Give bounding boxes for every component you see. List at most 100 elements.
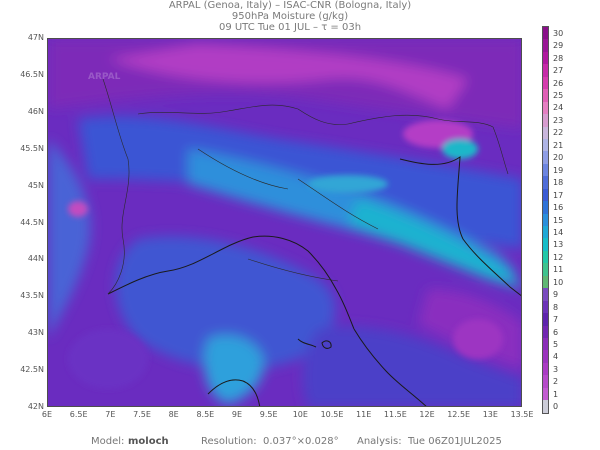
patch-cyan-north [308, 175, 388, 193]
patch-cyan-venice [442, 139, 478, 159]
model-value: moloch [128, 436, 169, 447]
lat-tick-label: 43.5N [20, 291, 44, 301]
field-magenta-top [108, 44, 468, 109]
colorbar-segment [543, 325, 548, 338]
colorbar-label: 19 [553, 165, 564, 175]
colorbar-label: 13 [553, 240, 564, 250]
colorbar-segment [543, 64, 548, 77]
colorbar-label: 0 [553, 402, 559, 412]
watermark-label: ARPAL [88, 72, 121, 82]
lon-tick-label: 8E [168, 410, 179, 419]
colorbar-segment [543, 213, 548, 226]
colorbar-label: 2 [553, 377, 559, 387]
lon-tick-label: 10.5E [320, 410, 344, 419]
colorbar-segment [543, 138, 548, 152]
colorbar-label: 17 [553, 190, 564, 200]
lon-tick-label: 12.5E [447, 410, 471, 419]
patch-magenta-2 [453, 319, 503, 359]
moisture-map[interactable]: ARPAL [47, 38, 522, 407]
resolution-value: 0.037°×0.028° [263, 436, 339, 447]
colorbar-label: 11 [553, 265, 564, 275]
lon-tick-label: 7E [105, 410, 116, 419]
coastline-corsica [297, 338, 317, 348]
colorbar-segment [543, 263, 548, 276]
colorbar-label: 14 [553, 227, 564, 237]
moisture-highlights [68, 120, 503, 389]
lat-tick-label: 46.5N [20, 69, 44, 79]
lat-tick-label: 44N [27, 254, 44, 264]
colorbar-label: 5 [553, 340, 559, 350]
colorbar-segment [543, 39, 548, 52]
borders [102, 78, 509, 295]
field-blue-tyrrhenian [302, 326, 521, 406]
colorbar-label: 18 [553, 178, 564, 188]
lat-tick-label: 42N [27, 402, 44, 411]
colorbar-label: 20 [553, 153, 564, 163]
colorbar-segment [543, 350, 548, 363]
title-line-3: 09 UTC Tue 01 JUL – τ = 03h [218, 22, 362, 33]
lon-tick-label: 13E [482, 410, 498, 419]
lon-tick-label: 9.5E [259, 410, 278, 419]
colorbar-label: 26 [553, 78, 564, 88]
colorbar-segment [543, 400, 548, 413]
lat-tick-label: 45N [27, 180, 44, 190]
colorbar-segment [543, 163, 548, 177]
resolution-label: Resolution: [201, 436, 257, 447]
colorbar-label: 15 [553, 215, 564, 225]
colorbar-label: 21 [553, 140, 564, 150]
analysis-label: Analysis: [357, 436, 402, 447]
lat-tick-label: 47N [27, 33, 44, 42]
colorbar-label: 28 [553, 53, 564, 63]
title-line-1: ARPAL (Genoa, Italy) – ISAC-CNR (Bologna… [168, 0, 412, 11]
coastline-tuscan-south [353, 328, 427, 406]
colorbar-label: 22 [553, 128, 564, 138]
field-cyan-sardinia [204, 335, 264, 404]
border-regions [197, 148, 379, 282]
colorbar-segment [543, 337, 548, 351]
colorbar-label: 8 [553, 302, 559, 312]
field-blue-ligurian [115, 236, 336, 370]
field-cyan-adriatic [348, 199, 521, 289]
lat-tick-label: 45.5N [20, 143, 44, 153]
lat-tick-label: 46N [27, 106, 44, 116]
colorbar-label: 12 [553, 252, 564, 262]
colorbar-label: 6 [553, 327, 559, 337]
coastline-sardinia [207, 379, 261, 406]
colorbar-segment [543, 375, 548, 388]
colorbar-label: 3 [553, 364, 559, 374]
model-label: Model: [91, 436, 125, 447]
colorbar-label: 27 [553, 66, 564, 76]
border-france-italy [102, 78, 130, 295]
moisture-field-svg: ARPAL [48, 39, 521, 406]
border-swiss-italy [137, 104, 349, 125]
colorbar-label: 7 [553, 315, 559, 325]
colorbar-label: 30 [553, 28, 564, 38]
title-line-2: 950hPa Moisture (g/kg) [231, 11, 349, 22]
colorbar-segment [543, 126, 548, 139]
colorbar-segment [543, 76, 548, 90]
colorbar-segment [543, 114, 548, 127]
lon-tick-label: 12E [419, 410, 435, 419]
lat-tick-label: 42.5N [20, 365, 44, 375]
colorbar-segment [543, 387, 548, 401]
colorbar-segment [543, 362, 548, 376]
colorbar-segment [543, 288, 548, 301]
lat-tick-label: 44.5N [20, 217, 44, 227]
field-blue-west [48, 139, 91, 339]
colorbar-segment [543, 188, 548, 202]
moisture-shading [48, 39, 521, 406]
colorbar-label: 9 [553, 290, 559, 300]
colorbar-segment [543, 226, 548, 239]
analysis-value: Tue 06Z01JUL2025 [408, 436, 502, 447]
lon-tick-label: 11E [356, 410, 372, 419]
colorbar-label: 25 [553, 90, 564, 100]
colorbar-label: 10 [553, 277, 564, 287]
colorbar-label: 4 [553, 352, 559, 362]
coastline-ligurian [107, 235, 355, 330]
colorbar-segment [543, 250, 548, 264]
colorbar-segment [543, 151, 548, 164]
colorbar-label: 1 [553, 389, 559, 399]
colorbar-segment [543, 51, 548, 65]
colorbar-segment [543, 300, 548, 314]
coastline-elba [321, 340, 332, 349]
